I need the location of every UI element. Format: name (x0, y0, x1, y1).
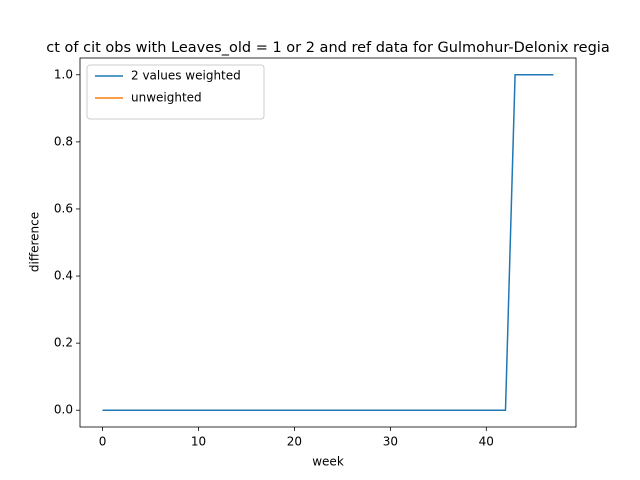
y-tick-label: 0.4 (54, 269, 73, 283)
legend-box (86, 64, 265, 120)
x-tick-label: 0 (99, 435, 107, 449)
x-tick-label: 30 (383, 435, 398, 449)
y-tick-label: 1.0 (54, 67, 73, 81)
x-tick-label: 40 (479, 435, 494, 449)
chart-title: ct of cit obs with Leaves_old = 1 or 2 a… (46, 40, 609, 56)
plot-frame (79, 57, 577, 428)
y-tick-label: 0.6 (54, 201, 73, 215)
x-tick-label: 10 (191, 435, 206, 449)
series-line (102, 74, 554, 411)
y-tick-label: 0.8 (54, 134, 73, 148)
y-tick-label: 0.2 (54, 336, 73, 350)
legend-label: unweighted (131, 91, 202, 105)
legend-label: 2 values weighted (131, 69, 241, 83)
x-axis-label: week (312, 455, 344, 469)
y-tick-label: 0.0 (54, 403, 73, 417)
x-tick-label: 20 (287, 435, 302, 449)
y-axis-label: difference (28, 212, 42, 272)
